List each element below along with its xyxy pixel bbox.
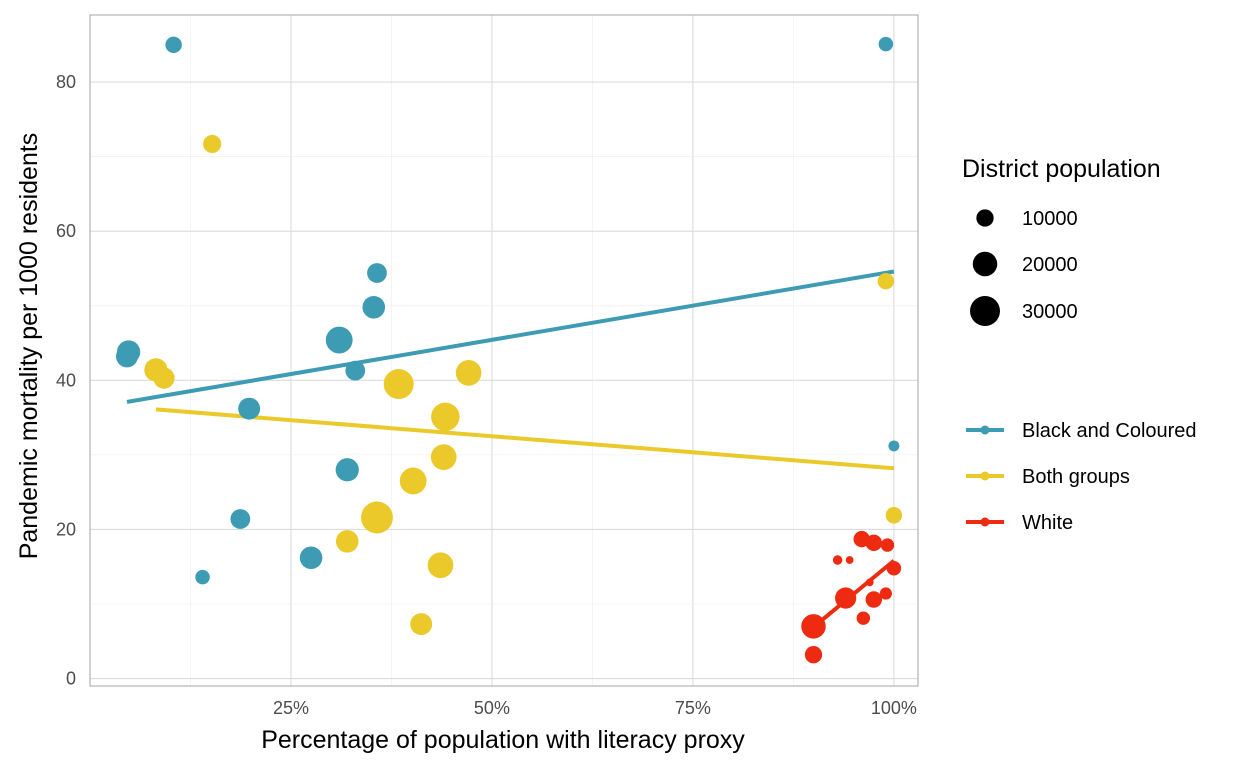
data-point [885, 507, 903, 524]
x-tick-label: 25% [273, 698, 309, 718]
data-point [361, 501, 393, 534]
size-legend-label: 10000 [1022, 208, 1078, 230]
color-legend-key [980, 425, 990, 435]
data-point [888, 440, 900, 452]
data-point [335, 458, 359, 482]
data-point [877, 272, 895, 290]
color-legend-label: Black and Coloured [1022, 420, 1197, 442]
y-tick-label: 20 [56, 519, 76, 539]
data-points [116, 36, 903, 664]
x-tick-label: 100% [871, 698, 917, 718]
data-point [230, 509, 251, 529]
grid [90, 15, 918, 686]
data-point [880, 538, 895, 552]
data-point [116, 345, 138, 368]
data-point [335, 530, 359, 553]
data-point [801, 614, 826, 639]
trend-line [126, 269, 895, 404]
x-axis-title: Percentage of population with literacy p… [261, 726, 745, 754]
color-legend: Black and Coloured Both groups White [966, 420, 1197, 534]
trend-lines [126, 269, 896, 629]
data-point [410, 613, 433, 636]
y-axis-title: Pandemic mortality per 1000 residents [15, 133, 43, 560]
data-point [804, 646, 823, 664]
size-legend-key [972, 251, 998, 277]
data-point [367, 263, 387, 283]
x-tick-label: 50% [474, 698, 510, 718]
size-legend-label: 20000 [1022, 254, 1078, 276]
color-legend-key [980, 517, 990, 527]
size-legend-key [970, 296, 1000, 326]
data-point [832, 555, 843, 565]
data-point [865, 534, 883, 552]
x-tick-label: 75% [675, 698, 711, 718]
data-point [886, 560, 902, 576]
data-point [345, 360, 366, 381]
data-point [383, 369, 414, 400]
data-point [455, 360, 482, 386]
data-point [325, 326, 353, 354]
data-point [879, 587, 892, 600]
x-tick-labels: 25% 50% 75% 100% [273, 698, 917, 718]
data-point [430, 444, 457, 470]
y-tick-label: 40 [56, 370, 76, 390]
data-point [856, 611, 871, 625]
trend-line [155, 407, 895, 471]
data-point [427, 552, 454, 579]
data-point [362, 295, 386, 319]
size-legend-key [976, 209, 994, 227]
y-tick-label: 80 [56, 72, 76, 92]
data-point [153, 367, 175, 389]
data-point [431, 402, 460, 432]
data-point [865, 591, 883, 608]
size-legend-label: 30000 [1022, 301, 1078, 323]
data-point [845, 556, 854, 564]
color-legend-key [980, 471, 990, 481]
data-point [299, 546, 323, 570]
data-point [878, 36, 894, 52]
data-point [399, 467, 427, 495]
data-point [203, 134, 222, 154]
y-tick-labels: 0 20 40 60 80 [56, 72, 76, 688]
color-legend-label: Both groups [1022, 466, 1130, 488]
y-tick-label: 60 [56, 221, 76, 241]
data-point [238, 397, 261, 420]
data-point [195, 569, 210, 585]
y-tick-label: 0 [66, 669, 76, 689]
data-point [165, 36, 182, 54]
panel-border [89, 14, 919, 687]
color-legend-label: White [1022, 512, 1073, 534]
size-legend-title: District population [962, 155, 1161, 183]
data-point [865, 578, 874, 587]
data-point [835, 587, 857, 609]
size-legend: District population 10000 20000 30000 [962, 155, 1161, 326]
